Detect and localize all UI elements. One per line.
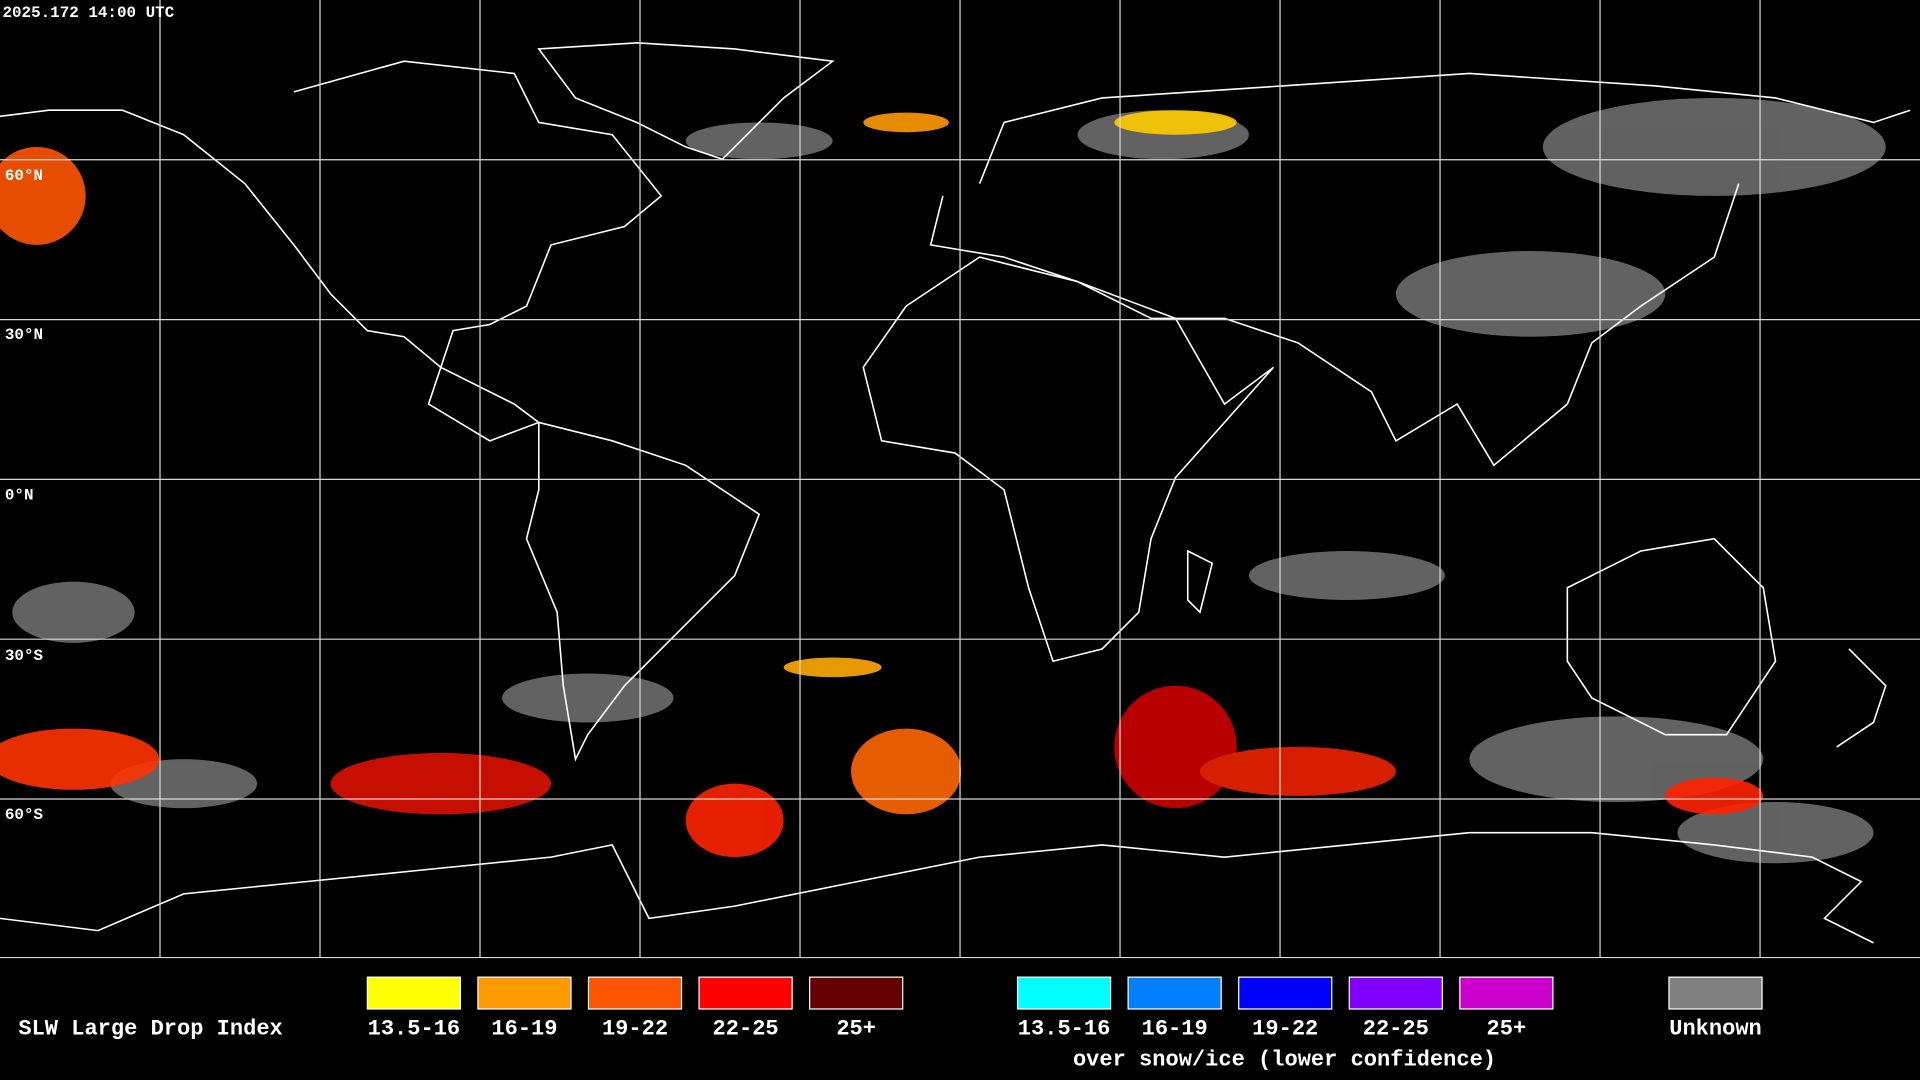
legend-swatch xyxy=(809,976,904,1010)
legend-label: 19-22 xyxy=(602,1017,668,1042)
legend-swatch xyxy=(698,976,793,1010)
legend-swatch xyxy=(1668,976,1763,1010)
legend-swatch xyxy=(366,976,462,1010)
legend-swatch xyxy=(1127,976,1222,1010)
legend-label: 25+ xyxy=(836,1017,876,1042)
legend-label: 13.5-16 xyxy=(368,1017,461,1042)
legend-label: 22-25 xyxy=(713,1017,779,1042)
legend-swatch xyxy=(1238,976,1333,1010)
legend-label: Unknown xyxy=(1669,1017,1762,1042)
legend-label: 22-25 xyxy=(1363,1017,1429,1042)
legend-swatch xyxy=(1348,976,1443,1010)
legend-swatch xyxy=(1459,976,1554,1010)
legend-label: 25+ xyxy=(1487,1017,1527,1042)
latitude-label: 0°N xyxy=(5,487,34,505)
legend-label: 19-22 xyxy=(1252,1017,1318,1042)
legend-label: 16-19 xyxy=(1142,1017,1208,1042)
latitude-label: 30°N xyxy=(5,326,43,344)
legend-swatch xyxy=(477,976,572,1010)
legend-label: 13.5-16 xyxy=(1018,1017,1111,1042)
legend-swatch xyxy=(587,976,683,1010)
coastlines xyxy=(0,42,1911,944)
legend-label: 16-19 xyxy=(491,1017,557,1042)
latitude-label: 60°N xyxy=(5,167,43,185)
timestamp: 2025.172 14:00 UTC xyxy=(2,4,174,22)
latitude-label: 30°S xyxy=(5,647,44,665)
legend-caption: over snow/ice (lower confidence) xyxy=(1073,1047,1496,1072)
latitude-label: 60°S xyxy=(5,806,44,824)
legend-title: SLW Large Drop Index xyxy=(18,1017,282,1042)
graticule xyxy=(0,0,1920,959)
legend: 13.5-16 16-19 19-22 22-25 25+ 13.5-16 16-19 19-… xyxy=(366,976,1763,1042)
legend-swatch xyxy=(1016,976,1112,1010)
